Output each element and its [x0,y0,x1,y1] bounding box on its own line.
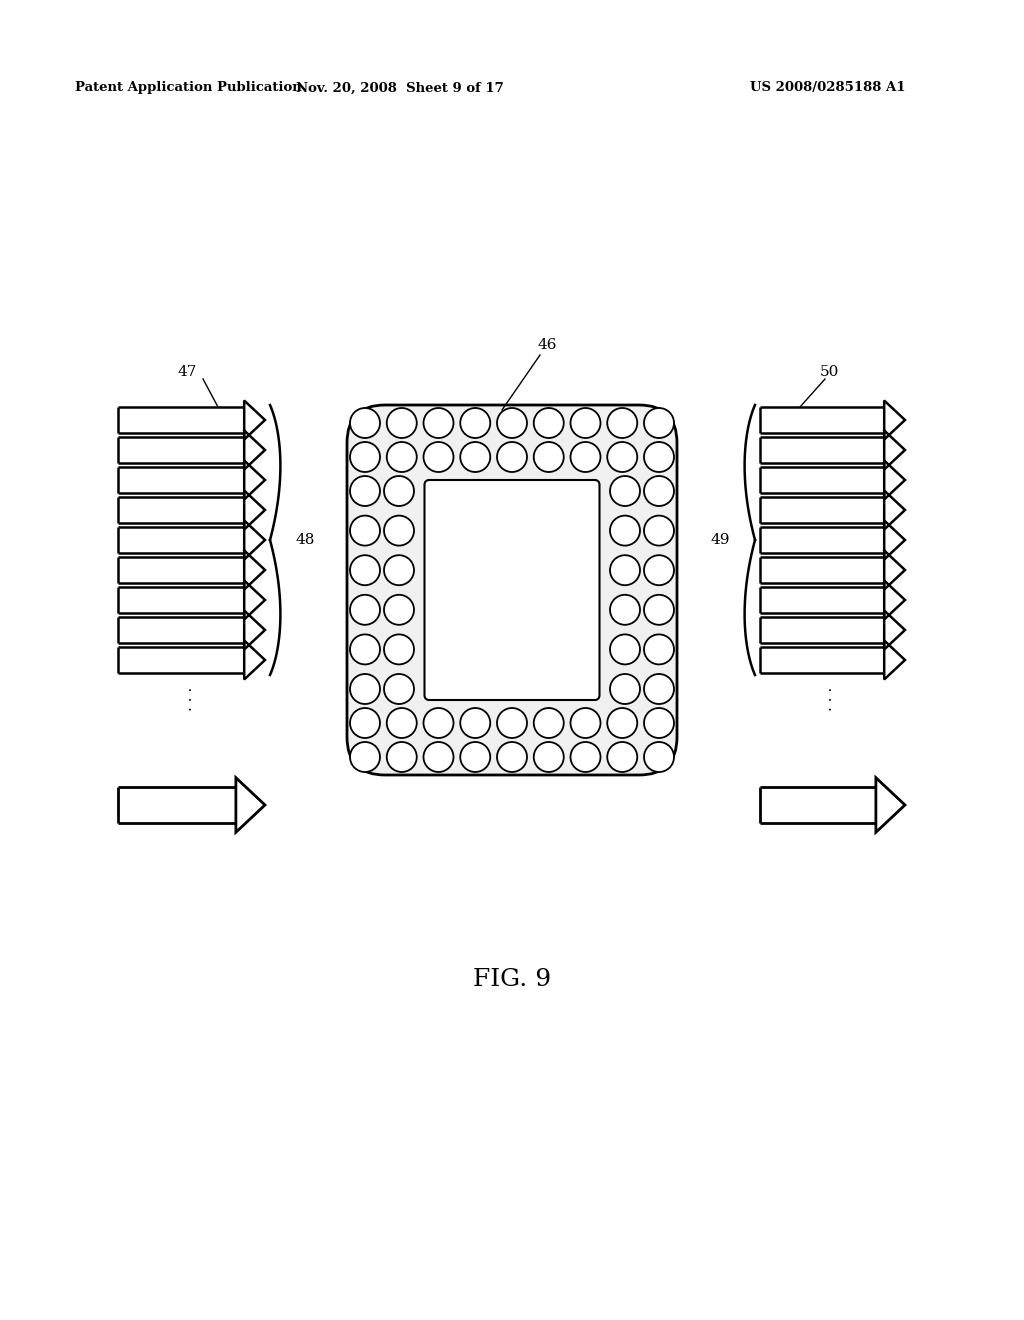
Circle shape [424,742,454,772]
Text: 49: 49 [711,533,730,546]
Text: Patent Application Publication: Patent Application Publication [75,82,302,95]
Circle shape [607,442,637,473]
Circle shape [644,595,674,624]
Circle shape [350,408,380,438]
Circle shape [610,635,640,664]
Circle shape [644,742,674,772]
Text: 47: 47 [178,366,198,379]
Circle shape [387,442,417,473]
Circle shape [644,635,674,664]
Text: FIG. 9: FIG. 9 [473,969,551,991]
Circle shape [607,408,637,438]
Text: 50: 50 [820,366,840,379]
Circle shape [387,408,417,438]
Circle shape [497,442,527,473]
Circle shape [610,675,640,704]
Circle shape [534,442,564,473]
Text: · · ·: · · · [825,686,840,711]
FancyBboxPatch shape [425,480,599,700]
Circle shape [424,708,454,738]
Circle shape [460,442,490,473]
Circle shape [644,408,674,438]
Circle shape [460,708,490,738]
Circle shape [350,442,380,473]
Circle shape [607,742,637,772]
Circle shape [424,442,454,473]
Circle shape [460,408,490,438]
Circle shape [644,556,674,585]
Circle shape [644,477,674,506]
Circle shape [570,708,600,738]
Circle shape [384,556,414,585]
Circle shape [497,742,527,772]
Circle shape [610,516,640,545]
Circle shape [534,708,564,738]
Circle shape [350,477,380,506]
Circle shape [534,408,564,438]
Circle shape [384,595,414,624]
Text: 48: 48 [295,533,314,546]
Circle shape [384,675,414,704]
Circle shape [350,742,380,772]
Circle shape [424,408,454,438]
Text: 46: 46 [537,338,556,352]
Circle shape [350,595,380,624]
Circle shape [350,708,380,738]
Text: Nov. 20, 2008  Sheet 9 of 17: Nov. 20, 2008 Sheet 9 of 17 [296,82,504,95]
Circle shape [460,742,490,772]
Circle shape [644,516,674,545]
Circle shape [384,477,414,506]
Circle shape [350,635,380,664]
Circle shape [570,408,600,438]
Circle shape [497,408,527,438]
Circle shape [350,516,380,545]
Circle shape [644,442,674,473]
Circle shape [570,442,600,473]
Circle shape [384,516,414,545]
Circle shape [387,742,417,772]
Circle shape [570,742,600,772]
Circle shape [610,595,640,624]
Circle shape [387,708,417,738]
Circle shape [534,742,564,772]
FancyBboxPatch shape [347,405,677,775]
Circle shape [644,708,674,738]
Circle shape [497,708,527,738]
Circle shape [350,675,380,704]
Text: US 2008/0285188 A1: US 2008/0285188 A1 [750,82,905,95]
Circle shape [607,708,637,738]
Circle shape [384,635,414,664]
Circle shape [350,556,380,585]
Text: · · ·: · · · [184,686,199,711]
Circle shape [610,477,640,506]
Circle shape [610,556,640,585]
Circle shape [644,675,674,704]
